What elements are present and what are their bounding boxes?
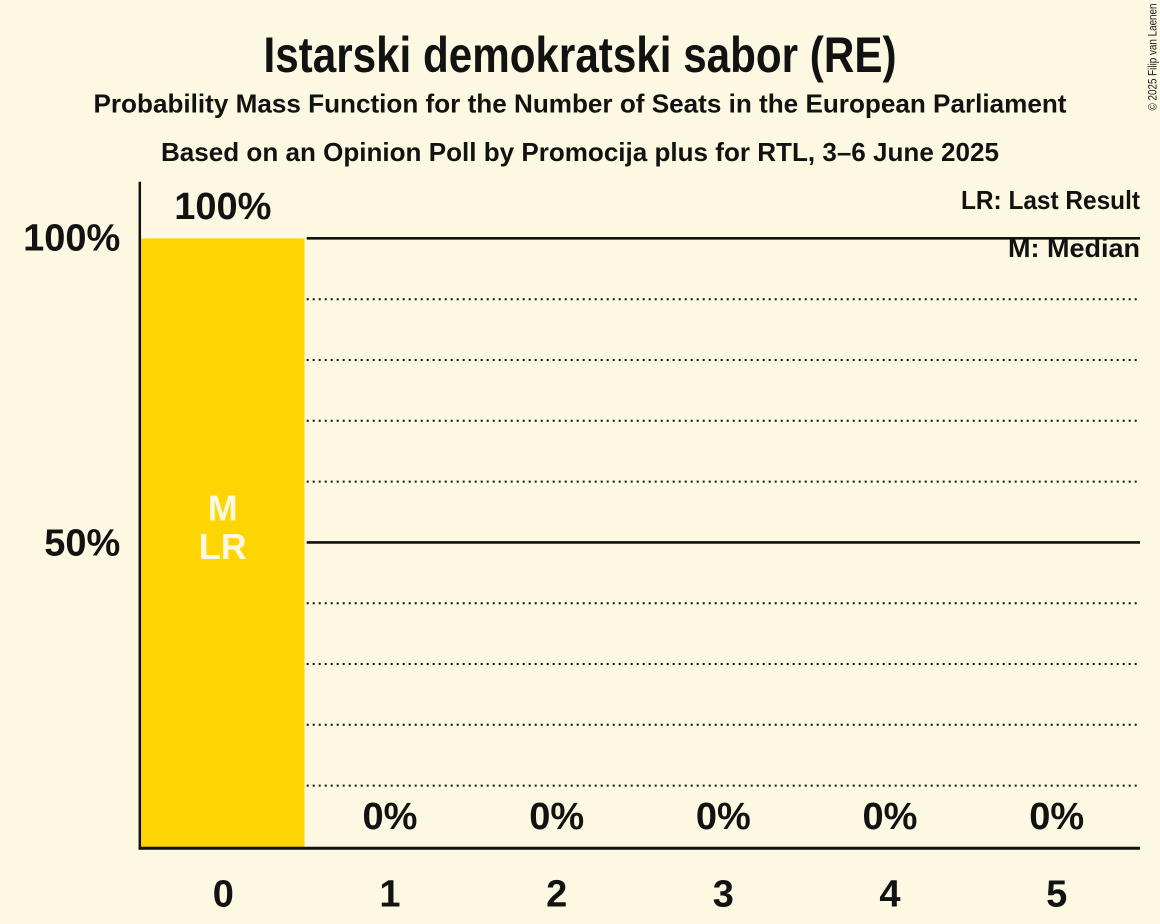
svg-text:100%: 100%	[23, 218, 120, 260]
svg-text:4: 4	[879, 874, 900, 916]
svg-text:1: 1	[379, 874, 400, 916]
svg-text:50%: 50%	[44, 523, 120, 565]
svg-text:Istarski demokratski sabor (RE: Istarski demokratski sabor (RE)	[264, 27, 897, 83]
svg-text:LR: Last Result: LR: Last Result	[961, 185, 1140, 215]
svg-text:0: 0	[213, 874, 234, 916]
svg-text:LR: LR	[199, 526, 247, 567]
svg-text:Based on an Opinion Poll by Pr: Based on an Opinion Poll by Promocija pl…	[161, 137, 999, 167]
svg-text:3: 3	[713, 874, 734, 916]
svg-text:Probability Mass Function for: Probability Mass Function for the Number…	[94, 88, 1067, 118]
svg-text:0%: 0%	[529, 796, 584, 838]
svg-text:0%: 0%	[863, 796, 918, 838]
svg-text:M: Median: M: Median	[1008, 233, 1140, 263]
svg-text:0%: 0%	[1029, 796, 1084, 838]
svg-text:© 2025 Filip van Laenen: © 2025 Filip van Laenen	[1148, 4, 1160, 111]
svg-text:0%: 0%	[696, 796, 751, 838]
svg-text:M: M	[208, 488, 238, 529]
svg-text:5: 5	[1046, 874, 1067, 916]
svg-text:100%: 100%	[174, 186, 271, 228]
svg-text:2: 2	[546, 874, 567, 916]
svg-text:0%: 0%	[363, 796, 418, 838]
